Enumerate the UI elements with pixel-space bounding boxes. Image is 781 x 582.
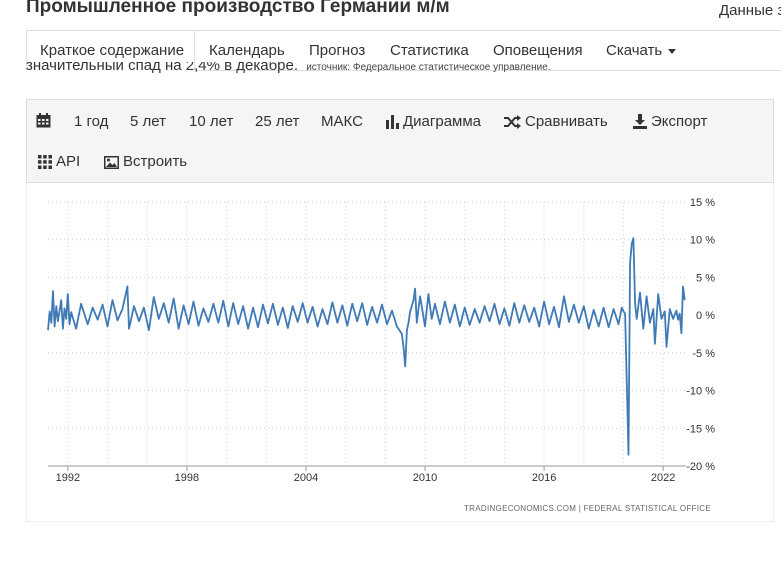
range-10y-button[interactable]: 10 лет: [189, 113, 234, 130]
bar-chart-icon: [386, 115, 399, 129]
grid-icon: [38, 155, 52, 169]
y-tick-label: 10 %: [690, 235, 715, 247]
tab-summary[interactable]: Краткое содержание: [26, 31, 196, 71]
shuffle-icon: [504, 115, 521, 129]
y-tick-label: 15 %: [690, 197, 715, 209]
tab-statistics[interactable]: Статистика: [390, 42, 469, 59]
tab-alerts[interactable]: Оповещения: [493, 42, 583, 59]
chart-credit: TRADINGECONOMICS.COM | FEDERAL STATISTIC…: [464, 504, 711, 513]
tab-download[interactable]: Скачать: [606, 31, 677, 71]
tab-forecast[interactable]: Прогноз: [309, 42, 366, 59]
x-tick-label: 2016: [532, 472, 556, 484]
data-link[interactable]: Данные з: [719, 2, 781, 19]
x-tick-label: 2010: [413, 472, 437, 484]
summary-text: значительный спад на 2,4% в декабре. ист…: [26, 62, 551, 80]
x-tick-label: 2022: [651, 472, 675, 484]
range-5y-button[interactable]: 5 лет: [130, 113, 166, 130]
x-tick-label: 1998: [175, 472, 199, 484]
compare-label: Сравнивать: [525, 113, 608, 130]
export-button[interactable]: Экспорт: [633, 112, 707, 132]
y-tick-label: -20 %: [686, 461, 715, 473]
calendar-icon[interactable]: [36, 111, 55, 131]
y-tick-label: 5 %: [696, 272, 715, 284]
chart-toolbar: 1 год 5 лет 10 лет 25 лет МАКС Диаграмма…: [26, 99, 774, 183]
series-line: [47, 237, 686, 456]
range-max-button[interactable]: МАКС: [321, 113, 363, 130]
nav-tabs: Краткое содержание Календарь Прогноз Ста…: [26, 30, 781, 71]
range-25y-button[interactable]: 25 лет: [255, 113, 300, 130]
embed-label: Встроить: [123, 153, 188, 170]
x-tick-label: 1992: [56, 472, 80, 484]
tab-calendar[interactable]: Календарь: [209, 42, 285, 59]
api-button[interactable]: API: [38, 152, 80, 172]
tab-download-label: Скачать: [606, 42, 663, 59]
source-note: источник: Федеральное статистическое упр…: [306, 62, 551, 73]
y-tick-label: 0 %: [696, 310, 715, 322]
line-chart: 15 % 10 % 5 % 0 % -5 % -10 % -15 % -20 % 1992 199…: [47, 197, 715, 513]
compare-button[interactable]: Сравнивать: [504, 112, 608, 132]
embed-button[interactable]: Встроить: [104, 152, 187, 172]
chart-panel: 15 % 10 % 5 % 0 % -5 % -10 % -15 % -20 % 1992 199…: [26, 183, 774, 522]
chart-type-button[interactable]: Диаграмма: [386, 112, 481, 132]
export-label: Экспорт: [651, 113, 708, 130]
y-tick-label: -10 %: [686, 386, 715, 398]
range-1y-button[interactable]: 1 год: [74, 113, 109, 130]
api-label: API: [56, 153, 81, 170]
chart-type-label: Диаграмма: [403, 113, 482, 130]
x-tick-label: 2004: [294, 472, 318, 484]
download-icon: [633, 114, 647, 129]
y-tick-label: -5 %: [692, 348, 715, 360]
caret-down-icon: [668, 48, 677, 54]
summary-sentence: значительный спад на 2,4% в декабре.: [26, 62, 299, 74]
image-icon: [104, 156, 119, 169]
page-title: Промышленное производство Германии м/м: [26, 0, 450, 17]
y-tick-label: -15 %: [686, 423, 715, 435]
